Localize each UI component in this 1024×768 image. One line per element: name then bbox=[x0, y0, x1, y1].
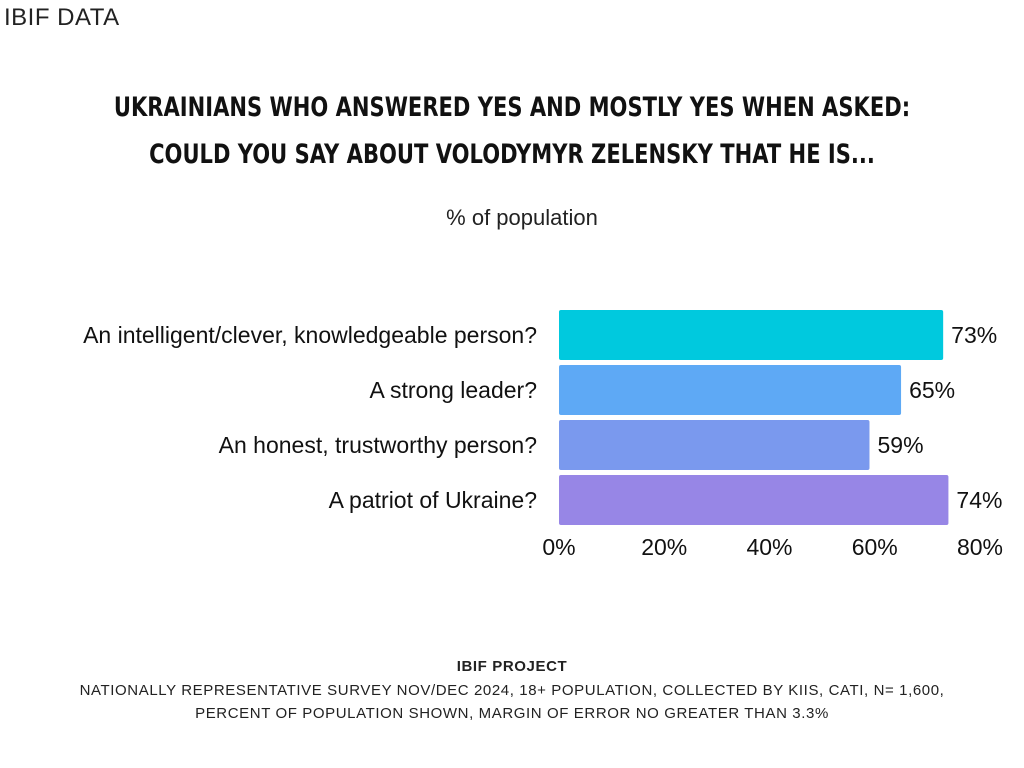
x-tick-label-5: 80% bbox=[957, 534, 1003, 560]
bars-group bbox=[559, 310, 949, 525]
category-label-1: An intelligent/clever, knowledgeable per… bbox=[83, 322, 537, 348]
x-axis-ticks-group: 0% 20% 40% 60% 80% bbox=[542, 534, 1003, 560]
x-tick-label-3: 40% bbox=[746, 534, 792, 560]
data-label-4: 74% bbox=[956, 487, 1002, 513]
chart-title-line-1: UKRAINIANS WHO ANSWERED YES AND MOSTLY Y… bbox=[113, 92, 911, 123]
category-label-2: A strong leader? bbox=[369, 377, 537, 403]
x-tick-label-4: 60% bbox=[852, 534, 898, 560]
data-label-2: 65% bbox=[909, 377, 955, 403]
value-labels-group: 73% 65% 59% 74% bbox=[877, 322, 1002, 513]
chart-title-line-2: COULD YOU SAY ABOUT VOLODYMYR ZELENSKY T… bbox=[149, 139, 875, 170]
chart-subtitle: % of population bbox=[446, 205, 598, 230]
data-label-1: 73% bbox=[951, 322, 997, 348]
footer-note-line-1: NATIONALLY REPRESENTATIVE SURVEY NOV/DEC… bbox=[79, 682, 945, 699]
category-labels-group: An intelligent/clever, knowledgeable per… bbox=[83, 322, 537, 513]
data-label-3: 59% bbox=[877, 432, 923, 458]
x-tick-label-2: 20% bbox=[641, 534, 687, 560]
brand-label: IBIF DATA bbox=[4, 4, 120, 31]
bar-2 bbox=[559, 365, 902, 415]
footer-heading: IBIF PROJECT bbox=[456, 658, 568, 675]
bar-1 bbox=[559, 310, 944, 360]
category-label-4: A patriot of Ukraine? bbox=[329, 487, 537, 513]
footer-note-line-2: PERCENT OF POPULATION SHOWN, MARGIN OF E… bbox=[195, 705, 829, 722]
bar-4 bbox=[559, 475, 949, 525]
bar-3 bbox=[559, 420, 870, 470]
category-label-3: An honest, trustworthy person? bbox=[219, 432, 537, 458]
x-tick-label-1: 0% bbox=[542, 534, 575, 560]
